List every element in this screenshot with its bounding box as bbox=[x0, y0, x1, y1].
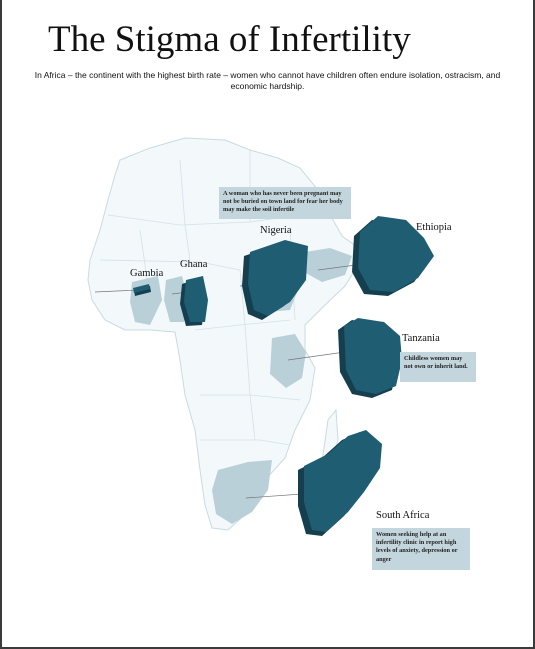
note-south-africa: Women seeking help at an infertility cli… bbox=[372, 528, 470, 570]
south-africa-shape bbox=[298, 430, 382, 536]
nigeria-shape bbox=[242, 240, 308, 320]
note-tanzania: Childless women may not own or inherit l… bbox=[400, 352, 476, 382]
label-ghana: Ghana bbox=[180, 259, 208, 270]
label-ethiopia: Ethiopia bbox=[416, 222, 452, 233]
page-subtitle: In Africa – the continent with the highe… bbox=[34, 70, 501, 91]
label-south-africa: South Africa bbox=[376, 510, 430, 521]
ethiopia-region bbox=[304, 248, 352, 282]
gambia-shape bbox=[133, 284, 151, 296]
ethiopia-shape bbox=[352, 216, 434, 296]
label-tanzania: Tanzania bbox=[402, 333, 440, 344]
south-africa-region bbox=[212, 460, 272, 524]
label-nigeria: Nigeria bbox=[260, 225, 292, 236]
tanzania-region bbox=[270, 334, 306, 388]
tanzania-shape bbox=[338, 318, 402, 398]
label-gambia: Gambia bbox=[130, 268, 164, 279]
africa-outline bbox=[87, 137, 373, 531]
page-title: The Stigma of Infertility bbox=[48, 19, 411, 60]
ghana-shape bbox=[180, 276, 208, 326]
note-nigeria: A woman who has never been pregnant may … bbox=[219, 187, 351, 219]
